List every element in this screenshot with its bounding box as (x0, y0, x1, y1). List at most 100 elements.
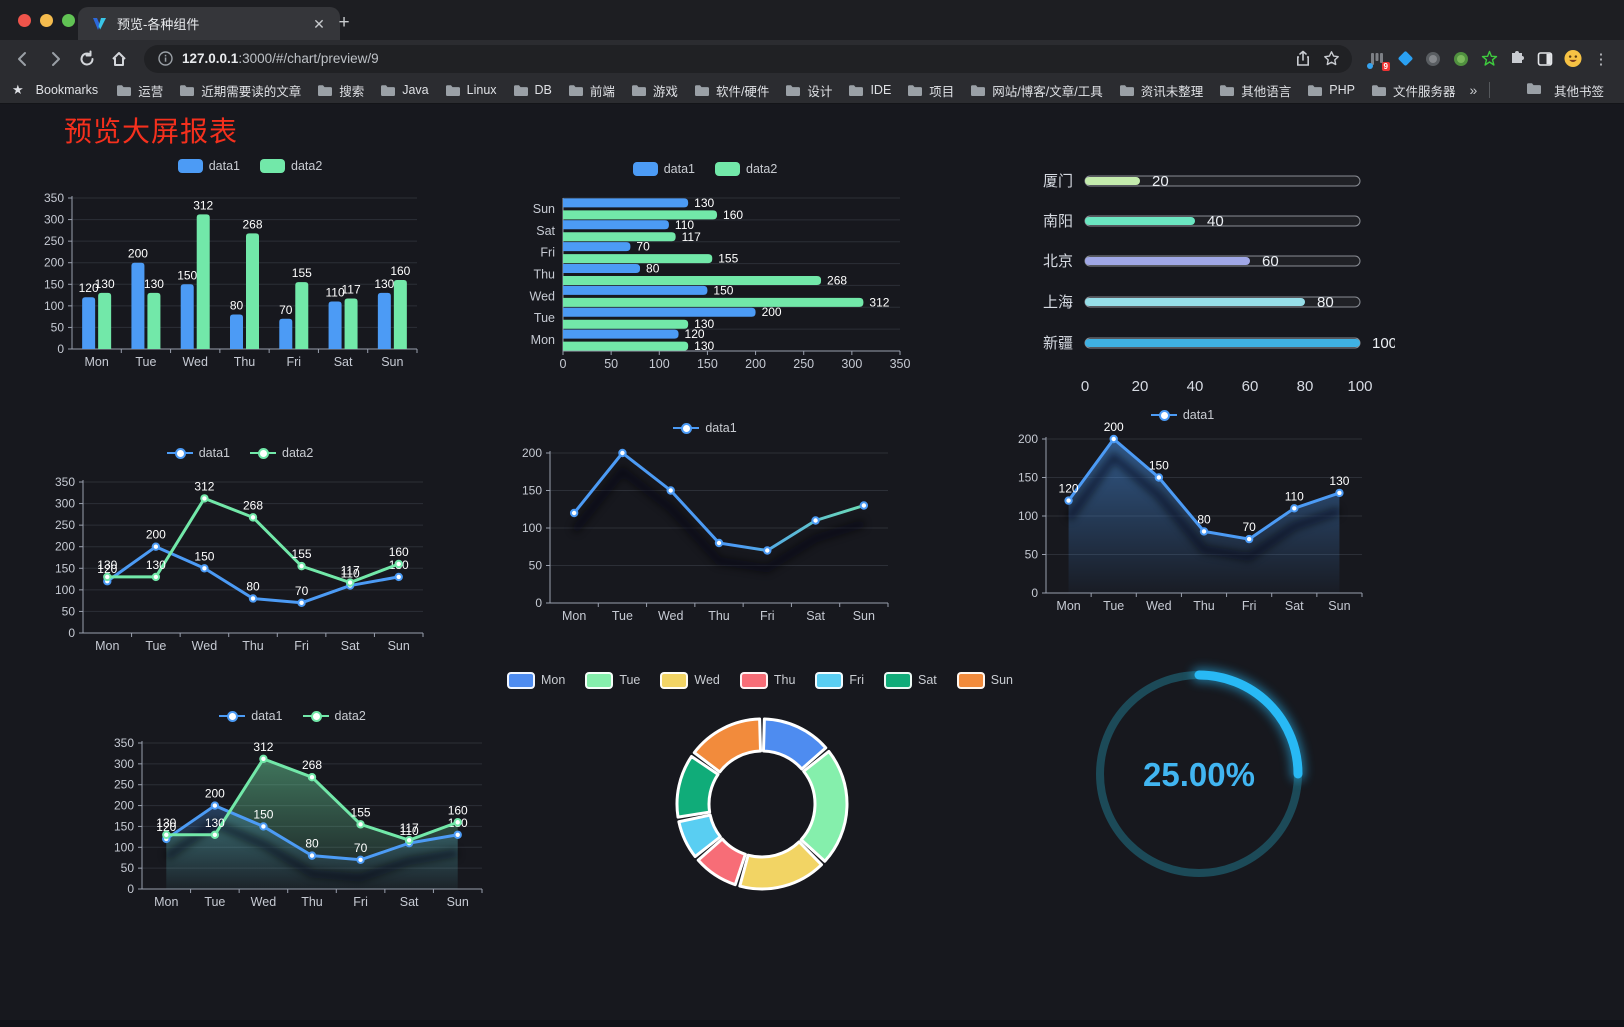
legend-item-data1[interactable]: data1 (166, 446, 230, 460)
legend-item-data1[interactable]: data1 (673, 421, 737, 435)
bookmark-folder[interactable]: PHP (1299, 81, 1363, 99)
bookmark-folder[interactable]: 软件/硬件 (686, 79, 777, 102)
svg-text:0: 0 (560, 357, 567, 371)
svg-text:110: 110 (1285, 489, 1304, 503)
close-window-button[interactable] (18, 14, 31, 27)
legend-item-data1[interactable]: data1 (1150, 408, 1214, 422)
reload-icon[interactable] (74, 46, 100, 72)
svg-text:200: 200 (128, 247, 148, 261)
gauge-canvas: 25.00% (1096, 668, 1305, 877)
svg-text:160: 160 (389, 545, 409, 559)
bookmark-folder[interactable]: Java (372, 81, 436, 99)
legend-item-data1[interactable]: data1 (177, 159, 240, 173)
bookmark-folder[interactable]: 前端 (560, 79, 623, 102)
legend-item-Sun[interactable]: Sun (956, 671, 1013, 689)
sidebar-panel-icon[interactable] (1536, 50, 1554, 68)
browser-tab[interactable]: 预览-各种组件 ✕ (78, 7, 340, 40)
svg-text:350: 350 (55, 475, 75, 489)
tab-close-icon[interactable]: ✕ (313, 15, 325, 32)
svg-text:Thu: Thu (1193, 599, 1215, 613)
bookmark-folder-label: 项目 (929, 84, 955, 99)
legend-item-data2[interactable]: data2 (250, 446, 313, 460)
bookmark-folder[interactable]: 设计 (777, 79, 840, 102)
green-star-extension-icon[interactable] (1480, 50, 1498, 68)
other-bookmarks-folder[interactable]: 其他书签 (1518, 79, 1612, 102)
maximize-window-button[interactable] (62, 14, 75, 27)
bookmark-folder[interactable]: 文件服务器 (1363, 79, 1464, 102)
tab-manager-extension-icon[interactable]: 9 (1367, 50, 1390, 71)
home-icon[interactable] (106, 46, 132, 72)
extension-badge: 9 (1381, 61, 1390, 71)
legend-swatch (660, 671, 689, 689)
bookmark-folder-label: 设计 (807, 84, 833, 99)
svg-text:80: 80 (1297, 378, 1314, 394)
green-circle-extension-icon[interactable] (1452, 50, 1470, 68)
svg-text:200: 200 (114, 799, 134, 813)
chart-gauge: 25.00% (1080, 654, 1320, 899)
legend-item-Tue[interactable]: Tue (585, 671, 640, 689)
legend-item-Mon[interactable]: Mon (506, 671, 565, 689)
svg-text:50: 50 (62, 604, 76, 618)
back-icon[interactable] (10, 46, 36, 72)
legend-item-Fri[interactable]: Fri (815, 671, 864, 689)
profile-avatar[interactable] (1564, 49, 1582, 68)
folder-icon (971, 84, 986, 96)
legend-item-data2[interactable]: data2 (715, 162, 777, 176)
legend-item-data2[interactable]: data2 (260, 159, 322, 173)
svg-text:130: 130 (1329, 474, 1349, 488)
legend-item-data2[interactable]: data2 (302, 709, 366, 723)
svg-text:Mon: Mon (1056, 599, 1080, 613)
kite-extension-icon[interactable] (1396, 50, 1414, 68)
bookmark-folder-label: 运营 (138, 84, 164, 99)
bookmark-folder[interactable]: 网站/博客/文章/工具 (962, 79, 1110, 102)
svg-text:Sat: Sat (806, 609, 825, 623)
bookmark-star-icon[interactable] (1322, 50, 1340, 68)
legend-item-data1[interactable]: data1 (219, 709, 283, 723)
bookmark-folder[interactable]: 运营 (108, 79, 171, 102)
site-info-icon[interactable] (156, 50, 174, 68)
bookmark-folder[interactable]: Linux (437, 81, 505, 99)
forward-icon[interactable] (42, 46, 68, 72)
bookmark-folder[interactable]: 游戏 (623, 79, 686, 102)
bookmark-folder[interactable]: 资讯未整理 (1111, 79, 1212, 102)
legend-label: Thu (773, 673, 796, 687)
bookmark-folder[interactable]: DB (505, 81, 560, 99)
bookmark-folder[interactable]: 搜索 (309, 79, 372, 102)
svg-text:Sun: Sun (533, 202, 555, 216)
bookmark-folder[interactable]: 项目 (899, 79, 962, 102)
bookmark-folder-label: 软件/硬件 (715, 84, 770, 99)
svg-text:50: 50 (529, 559, 543, 573)
bookmark-folder-label: Java (402, 83, 429, 97)
minimize-window-button[interactable] (40, 14, 53, 27)
new-tab-button[interactable]: + (338, 12, 350, 33)
line-area-legend: data1 (990, 406, 1375, 424)
legend-swatch (506, 671, 535, 689)
svg-text:Sat: Sat (536, 224, 555, 238)
legend-item-data1[interactable]: data1 (632, 162, 695, 176)
extensions-puzzle-icon[interactable] (1508, 50, 1526, 68)
legend-item-Thu[interactable]: Thu (739, 671, 796, 689)
folder-icon (694, 84, 709, 96)
tab-strip: 预览-各种组件 ✕ + (0, 0, 1624, 40)
svg-text:Tue: Tue (534, 311, 555, 325)
bookmarks-root[interactable]: Bookmarks (28, 81, 107, 99)
bookmarks-overflow-chevron[interactable]: » (1469, 82, 1478, 98)
svg-text:250: 250 (55, 518, 75, 532)
legend-item-Sat[interactable]: Sat (884, 671, 937, 689)
svg-text:Fri: Fri (540, 246, 555, 260)
address-bar[interactable]: 127.0.0.1:3000/#/chart/preview/9 (144, 44, 1352, 73)
browser-menu-icon[interactable]: ⋮ (1593, 50, 1609, 68)
share-icon[interactable] (1294, 50, 1312, 68)
svg-text:Tue: Tue (135, 355, 156, 369)
bookmark-folder[interactable]: 近期需要读的文章 (171, 79, 309, 102)
svg-text:110: 110 (400, 824, 419, 838)
gray-circle-extension-icon[interactable] (1424, 50, 1442, 68)
chart-line-gradient: data1 0 50 100 150 200 Mon Tue Wed Thu Fri Sat Sun (505, 409, 905, 629)
svg-text:100: 100 (114, 840, 134, 854)
horizontal-bar-legend: data1 data2 (500, 160, 910, 178)
bookmark-folder[interactable]: IDE (840, 81, 899, 99)
legend-item-Wed[interactable]: Wed (660, 671, 720, 689)
bookmark-folder[interactable]: 其他语言 (1211, 79, 1299, 102)
svg-text:Fri: Fri (294, 639, 309, 653)
svg-text:117: 117 (682, 230, 701, 244)
